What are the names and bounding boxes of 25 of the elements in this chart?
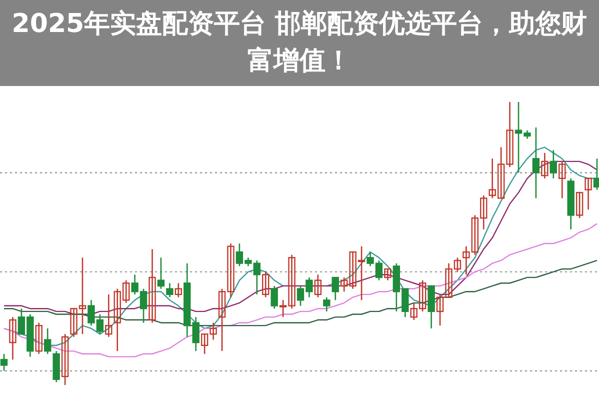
candlestick — [332, 276, 339, 301]
candlestick — [61, 333, 69, 386]
candlestick — [593, 158, 599, 190]
candlestick — [314, 274, 322, 298]
candlestick — [0, 353, 8, 372]
candlestick — [192, 316, 200, 352]
candlestick — [9, 316, 16, 360]
candlestick — [558, 160, 566, 199]
candlestick — [166, 282, 174, 298]
chart-title: 2025年实盘配资平台 邯郸配资优选平台，助您财富增值！ — [0, 0, 599, 86]
candlestick — [105, 294, 112, 338]
candlestick — [323, 296, 330, 312]
candlestick — [35, 322, 42, 355]
candlestick — [584, 178, 592, 210]
candlestick — [44, 328, 52, 355]
candlestick — [148, 248, 156, 324]
candlestick — [262, 271, 270, 298]
candlestick — [550, 149, 557, 180]
candlestick — [157, 257, 165, 290]
candlestick — [576, 192, 584, 219]
candlestick — [174, 282, 182, 298]
candlestick — [541, 152, 548, 180]
candlestick — [532, 126, 540, 199]
candlestick — [270, 285, 278, 310]
candlestick — [384, 268, 392, 281]
